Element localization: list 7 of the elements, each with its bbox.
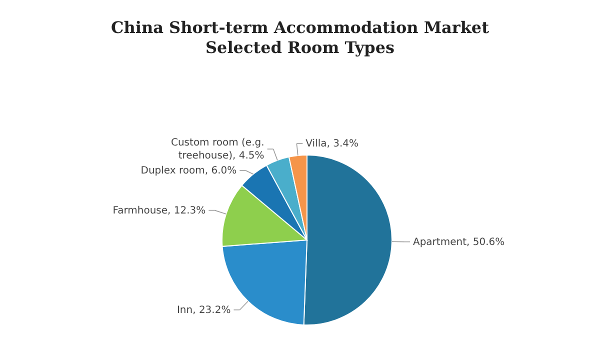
slice-label: Inn, 23.2%: [176, 304, 231, 316]
slice-label: Villa, 3.4%: [306, 138, 359, 150]
slice-label: Apartment, 50.6%: [412, 236, 505, 248]
chart-title: China Short-term Accommodation Market Selected Room Types: [111, 18, 490, 57]
slice-label: Custom room (e.g. treehouse), 4.5%: [170, 138, 264, 162]
slice-label: Farmhouse, 12.3%: [112, 205, 206, 216]
slice-label: Duplex room, 6.0%: [140, 166, 237, 177]
